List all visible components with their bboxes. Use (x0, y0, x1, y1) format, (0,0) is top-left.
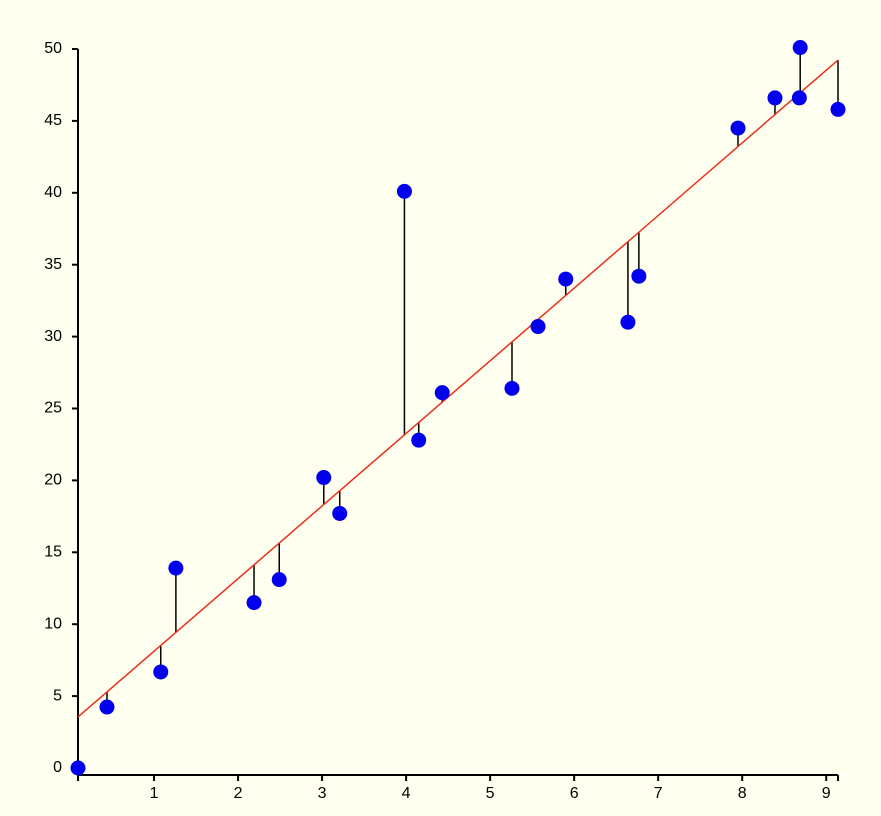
y-tick-label: 50 (44, 40, 62, 57)
point (99, 699, 115, 715)
point (791, 90, 807, 106)
point (168, 560, 184, 576)
y-tick-label: 5 (53, 687, 62, 704)
y-tick-label: 0 (53, 759, 62, 776)
point (332, 505, 348, 521)
y-tick-label: 35 (44, 256, 62, 273)
point (504, 380, 520, 396)
point (434, 385, 450, 401)
x-tick-label: 2 (234, 785, 243, 802)
y-tick-label: 20 (44, 472, 62, 489)
x-tick-label: 3 (318, 785, 327, 802)
x-tick-label: 6 (570, 785, 579, 802)
regression-line (77, 59, 839, 718)
point (792, 40, 808, 56)
y-tick-label: 30 (44, 328, 62, 345)
point (767, 90, 783, 106)
x-tick-label: 4 (402, 785, 411, 802)
point (631, 268, 647, 284)
point (271, 572, 287, 588)
point (316, 470, 332, 486)
y-tick-label: 10 (44, 615, 62, 632)
y-tick-label: 15 (44, 544, 62, 561)
x-tick-label: 5 (486, 785, 495, 802)
point (730, 120, 746, 136)
point (153, 664, 169, 680)
point (246, 595, 262, 611)
x-tick-label: 1 (150, 785, 159, 802)
y-tick-label: 45 (44, 112, 62, 129)
y-tick-label: 25 (44, 400, 62, 417)
x-tick-label: 8 (738, 785, 747, 802)
point (396, 183, 412, 199)
x-tick-label: 7 (654, 785, 663, 802)
point (530, 319, 546, 335)
point (411, 432, 427, 448)
point (558, 271, 574, 287)
point (830, 101, 846, 117)
y-tick-label: 40 (44, 184, 62, 201)
point (70, 760, 86, 776)
x-tick-label: 9 (822, 785, 831, 802)
point (620, 314, 636, 330)
